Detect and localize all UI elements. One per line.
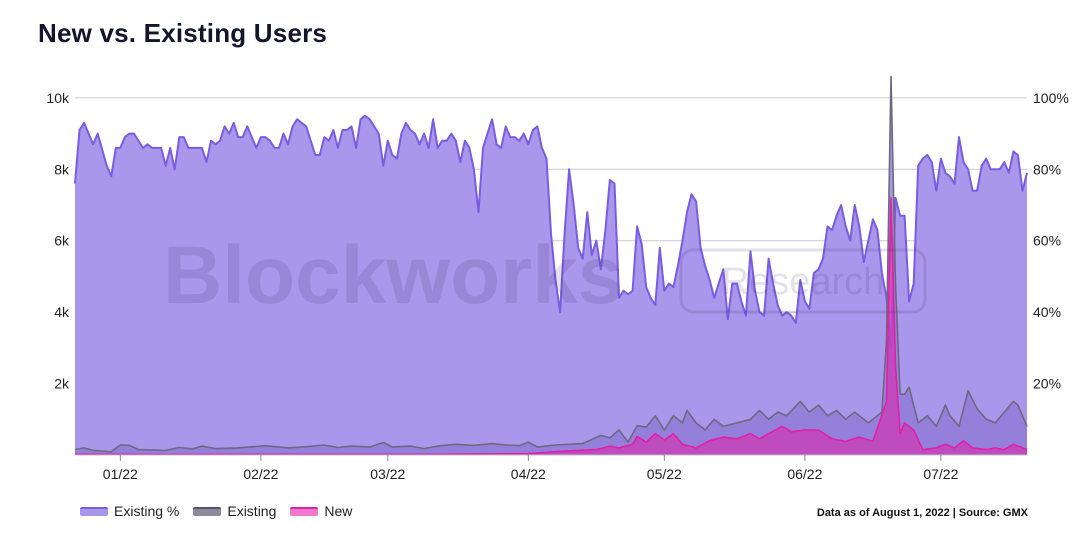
x-tick-label: 02/22: [243, 466, 278, 482]
axis-layer: 2k 4k 6k 8k 10k 20% 40% 60% 80% 100% 01/22 02/22 03/…: [46, 90, 1068, 482]
series-new-line: [74, 197, 1028, 456]
legend-item-existing-pct[interactable]: Existing %: [80, 503, 179, 519]
series-existing-pct-line: [74, 114, 1028, 349]
series-existing-line: [74, 75, 1028, 453]
legend-swatch-existing: [193, 506, 222, 516]
legend-swatch-existing-pct: [80, 506, 108, 516]
watermark-sub-text: Research: [722, 261, 885, 303]
x-tick-label: 03/22: [370, 466, 405, 482]
y-right-tick-label: 60%: [1033, 233, 1061, 249]
x-tick-label: 01/22: [103, 466, 138, 482]
y-left-tick-label: 4k: [54, 304, 70, 320]
x-tick-label: 06/22: [787, 466, 822, 482]
watermark-brand-text: Blockworks: [163, 230, 623, 321]
watermark-badge: [679, 248, 927, 314]
y-right-tick-label: 40%: [1033, 304, 1061, 320]
legend-item-new[interactable]: New: [290, 503, 352, 519]
x-tick-label: 05/22: [647, 466, 682, 482]
legend: Existing % Existing New: [80, 503, 356, 519]
watermark: Blockworks Research: [163, 230, 927, 321]
y-right-tick-label: 80%: [1033, 161, 1061, 177]
legend-label-existing: Existing: [227, 503, 277, 519]
y-left-tick-label: 2k: [54, 376, 70, 392]
legend-label-existing-pct: Existing %: [114, 503, 180, 519]
x-tick-label: 04/22: [511, 466, 546, 482]
series-existing-pct-area: [75, 115, 1027, 455]
chart-title: New vs. Existing Users: [38, 18, 328, 48]
area-layer: [74, 75, 1028, 456]
y-left-tick-label: 8k: [54, 161, 70, 177]
y-right-tick-label: 100%: [1033, 90, 1069, 106]
legend-item-existing[interactable]: Existing: [193, 503, 276, 519]
legend-swatch-new: [290, 506, 319, 516]
y-left-tick-label: 6k: [54, 233, 70, 249]
legend-label-new: New: [324, 503, 353, 519]
y-right-tick-label: 20%: [1033, 376, 1061, 392]
x-tick-label: 07/22: [923, 466, 958, 482]
y-left-tick-label: 10k: [46, 90, 70, 106]
source-note: Data as of August 1, 2022 | Source: GMX: [816, 507, 1028, 519]
